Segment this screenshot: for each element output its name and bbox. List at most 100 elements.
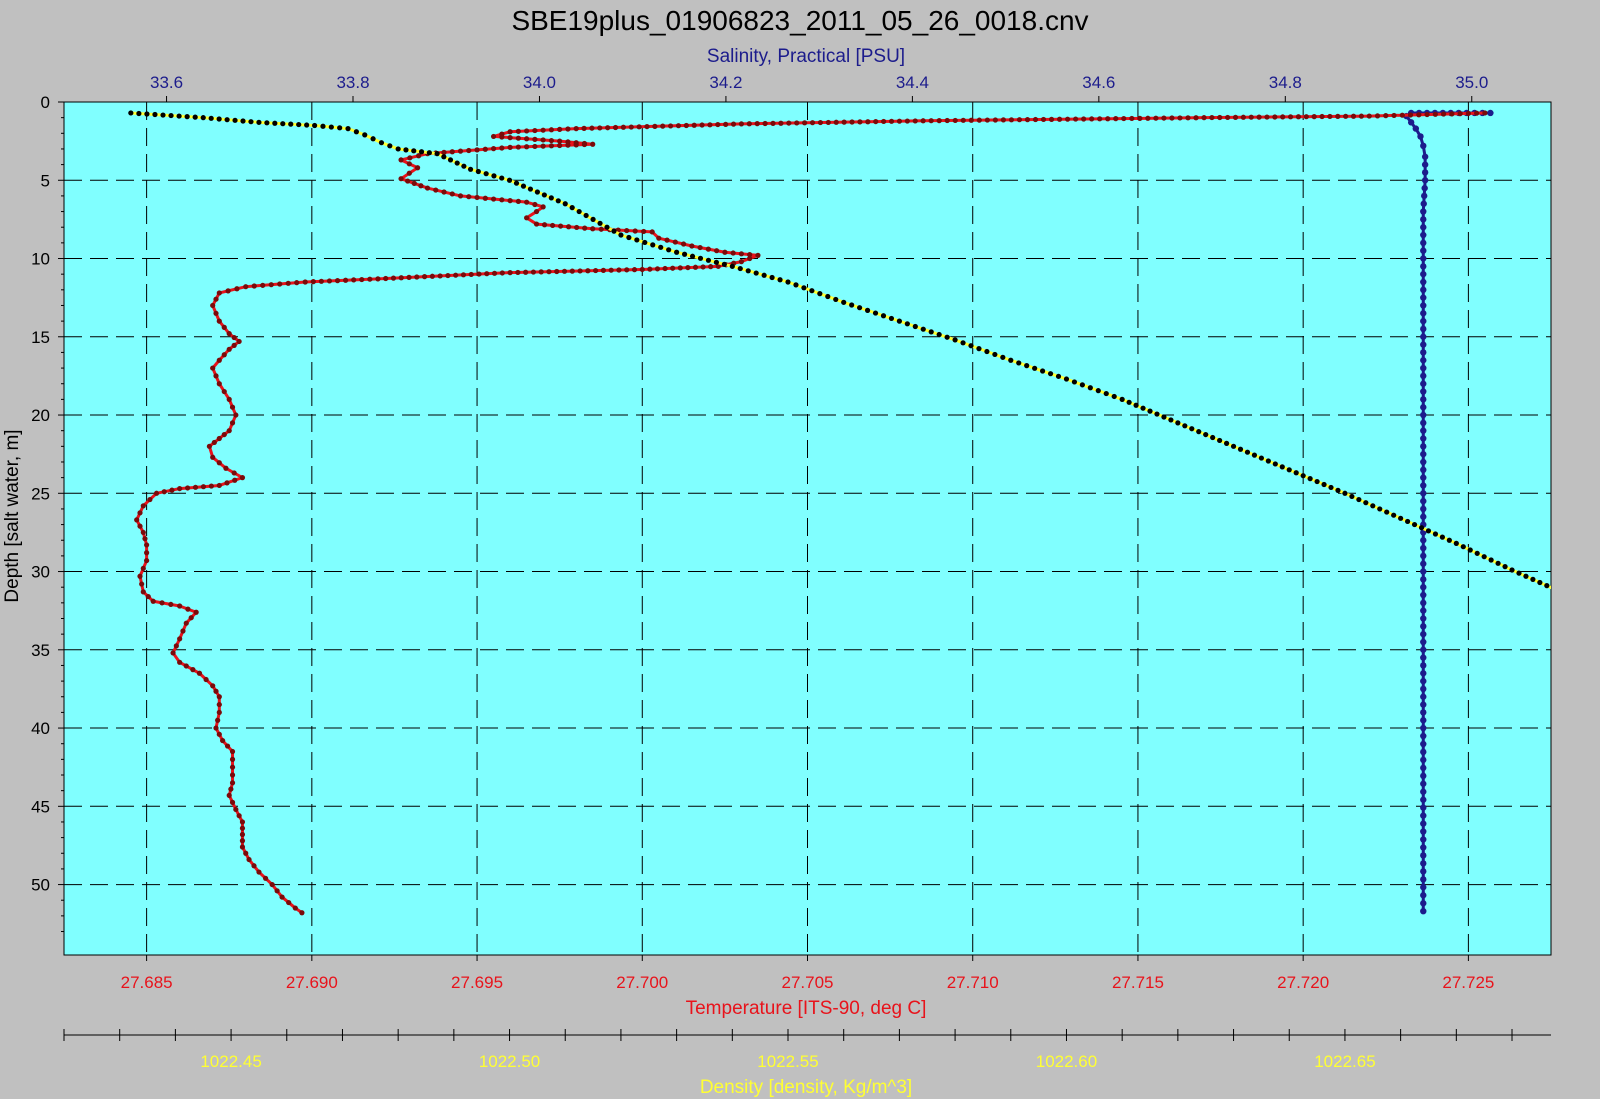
density-point — [192, 114, 198, 120]
density-point — [952, 337, 958, 343]
temperature-point — [1145, 115, 1151, 121]
density-point — [527, 186, 534, 192]
density-point — [520, 183, 527, 189]
temperature-point — [689, 243, 695, 249]
density-point — [1530, 576, 1536, 582]
temperature-point — [515, 135, 521, 141]
temperature-point — [636, 124, 642, 130]
temperature-point — [177, 603, 183, 609]
density-point — [864, 307, 871, 313]
temperature-point — [449, 149, 455, 155]
salinity-point — [1420, 231, 1427, 239]
density-point — [1175, 420, 1181, 426]
salinity-point — [1420, 513, 1427, 520]
temperature-point — [183, 620, 189, 626]
temperature-point — [441, 149, 447, 155]
temperature-point — [770, 120, 776, 126]
temperature-point — [1343, 113, 1349, 119]
temperature-point — [786, 120, 792, 126]
temperature-point — [641, 228, 647, 235]
temperature-point — [445, 272, 451, 279]
density-point — [1286, 467, 1292, 473]
temperature-point — [140, 565, 146, 572]
density-point — [513, 180, 520, 186]
temperature-point — [490, 133, 497, 140]
temperature-point — [532, 201, 538, 208]
temperature-point — [984, 117, 990, 123]
density-point — [337, 125, 343, 131]
temperature-point — [406, 161, 412, 167]
temperature-point — [398, 157, 404, 163]
density-point — [1203, 431, 1209, 438]
density-point — [769, 274, 775, 281]
density-point — [1223, 440, 1230, 446]
temperature-point — [569, 268, 575, 274]
salinity-point — [1420, 764, 1427, 772]
density-point — [256, 119, 262, 125]
density-axis-label: Density [density, Kg/m^3] — [700, 1077, 912, 1098]
temperature-point — [723, 121, 729, 127]
density-point — [1481, 554, 1487, 560]
temperature-point — [585, 268, 591, 274]
temperature-point — [177, 659, 183, 665]
density-point — [144, 111, 150, 117]
temperature-point — [1399, 112, 1405, 118]
temperature-point — [140, 589, 146, 595]
temperature-point — [1024, 117, 1031, 123]
temperature-point — [557, 138, 563, 144]
temperature-point — [593, 267, 599, 274]
density-point — [1509, 567, 1515, 573]
temperature-point — [1048, 116, 1055, 122]
temperature-point — [226, 792, 232, 798]
temperature-point — [231, 470, 237, 476]
temperature-point — [367, 276, 373, 282]
temperature-point — [351, 277, 357, 283]
temperature-point — [216, 694, 222, 700]
salinity-point — [1420, 380, 1427, 387]
salinity-point — [1420, 317, 1427, 325]
temperature-point — [213, 725, 219, 731]
temperature-point — [474, 194, 480, 201]
temperature-point — [668, 123, 674, 129]
temperature-point — [213, 296, 219, 302]
temperature-point — [1327, 113, 1333, 120]
salinity-point — [1420, 443, 1427, 450]
temperature-point — [1193, 115, 1199, 121]
salinity-point — [1420, 876, 1427, 883]
depth-tick-label: 35 — [31, 641, 50, 660]
temperature-point — [466, 147, 472, 154]
temperature-point — [236, 338, 242, 345]
temperature-point — [206, 443, 212, 449]
temperature-point — [1350, 113, 1357, 119]
temperature-point — [540, 137, 546, 143]
temperature-point — [631, 267, 638, 273]
density-point — [1230, 443, 1237, 449]
salinity-point — [1420, 623, 1427, 630]
salinity-point — [1420, 216, 1427, 223]
salinity-point — [1420, 537, 1427, 544]
salinity-tick-label: 34.4 — [896, 73, 929, 92]
density-point — [1279, 464, 1285, 470]
density-point — [1523, 573, 1529, 579]
salinity-point — [1420, 482, 1427, 489]
temperature-point — [226, 396, 232, 402]
temperature-point — [468, 271, 474, 278]
temperature-point — [232, 477, 238, 483]
density-point — [1189, 426, 1195, 432]
temperature-point — [708, 264, 714, 270]
temperature-point — [161, 489, 167, 495]
density-point — [634, 237, 640, 243]
salinity-point — [1420, 740, 1427, 748]
temperature-point — [700, 264, 706, 270]
temperature-point — [524, 215, 530, 221]
salinity-point — [1420, 450, 1427, 458]
temperature-point — [581, 125, 587, 131]
temperature-point — [865, 119, 871, 125]
density-point — [1258, 455, 1264, 461]
temperature-point — [224, 480, 230, 486]
temperature-point — [221, 324, 227, 330]
temperature-point — [243, 850, 249, 856]
temperature-point — [453, 272, 459, 278]
salinity-point — [1421, 153, 1429, 160]
